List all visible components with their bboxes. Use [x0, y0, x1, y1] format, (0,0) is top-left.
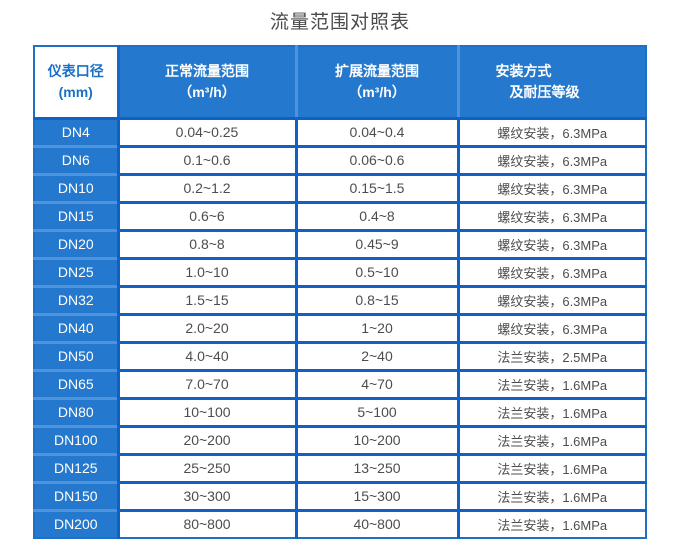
- cell-installation: 螺纹安装，6.3MPa: [456, 228, 646, 258]
- cell-extended-range: 0.04~0.4: [294, 116, 458, 146]
- cell-installation: 螺纹安装，6.3MPa: [456, 200, 646, 230]
- cell-installation: 法兰安装，1.6MPa: [456, 508, 646, 538]
- table-row: DN50 4.0~40 2~40 法兰安装，2.5MPa: [34, 340, 646, 370]
- header-extended-flow-line1: 扩展流量范围: [335, 62, 419, 79]
- cell-normal-range: 0.8~8: [118, 228, 296, 258]
- cell-extended-range: 15~300: [294, 480, 458, 510]
- table-row: DN80 10~100 5~100 法兰安装，1.6MPa: [34, 396, 646, 426]
- cell-installation: 法兰安装，1.6MPa: [456, 452, 646, 482]
- cell-extended-range: 40~800: [294, 508, 458, 538]
- cell-installation: 螺纹安装，6.3MPa: [456, 256, 646, 286]
- table-body: DN4 0.04~0.25 0.04~0.4 螺纹安装，6.3MPa DN6 0…: [34, 116, 646, 538]
- cell-diameter: DN125: [34, 452, 120, 482]
- cell-normal-range: 0.2~1.2: [118, 172, 296, 202]
- cell-extended-range: 1~20: [294, 312, 458, 342]
- cell-diameter: DN50: [34, 340, 120, 370]
- cell-extended-range: 0.45~9: [294, 228, 458, 258]
- cell-normal-range: 7.0~70: [118, 368, 296, 398]
- cell-extended-range: 0.4~8: [294, 200, 458, 230]
- cell-normal-range: 4.0~40: [118, 340, 296, 370]
- cell-installation: 螺纹安装，6.3MPa: [456, 312, 646, 342]
- table-row: DN150 30~300 15~300 法兰安装，1.6MPa: [34, 480, 646, 510]
- cell-installation: 螺纹安装，6.3MPa: [456, 116, 646, 146]
- table-row: DN4 0.04~0.25 0.04~0.4 螺纹安装，6.3MPa: [34, 116, 646, 146]
- cell-extended-range: 0.06~0.6: [294, 144, 458, 174]
- cell-diameter: DN32: [34, 284, 120, 314]
- table-row: DN100 20~200 10~200 法兰安装，1.6MPa: [34, 424, 646, 454]
- cell-installation: 螺纹安装，6.3MPa: [456, 284, 646, 314]
- cell-diameter: DN6: [34, 144, 120, 174]
- cell-normal-range: 2.0~20: [118, 312, 296, 342]
- cell-diameter: DN100: [34, 424, 120, 454]
- cell-diameter: DN25: [34, 256, 120, 286]
- cell-normal-range: 80~800: [118, 508, 296, 538]
- cell-normal-range: 20~200: [118, 424, 296, 454]
- table-row: DN200 80~800 40~800 法兰安装，1.6MPa: [34, 508, 646, 538]
- cell-normal-range: 0.1~0.6: [118, 144, 296, 174]
- cell-installation: 法兰安装，1.6MPa: [456, 396, 646, 426]
- cell-diameter: DN4: [34, 118, 120, 146]
- table-row: DN25 1.0~10 0.5~10 螺纹安装，6.3MPa: [34, 256, 646, 286]
- header-normal-flow-range: 正常流量范围 （m³/h）: [118, 46, 296, 120]
- header-meter-diameter-line1: 仪表口径: [47, 62, 104, 79]
- header-installation-line1: 安装方式: [495, 62, 552, 79]
- cell-extended-range: 2~40: [294, 340, 458, 370]
- cell-extended-range: 13~250: [294, 452, 458, 482]
- cell-extended-range: 4~70: [294, 368, 458, 398]
- header-installation-line2: 及耐压等级: [509, 83, 580, 100]
- cell-diameter: DN20: [34, 228, 120, 258]
- header-installation-pressure: 安装方式 及耐压等级: [456, 46, 646, 120]
- cell-installation: 法兰安装，1.6MPa: [456, 424, 646, 454]
- cell-normal-range: 0.6~6: [118, 200, 296, 230]
- cell-extended-range: 0.15~1.5: [294, 172, 458, 202]
- header-extended-flow-line2: （m³/h）: [348, 83, 406, 100]
- table-row: DN20 0.8~8 0.45~9 螺纹安装，6.3MPa: [34, 228, 646, 258]
- cell-normal-range: 30~300: [118, 480, 296, 510]
- cell-installation: 法兰安装，1.6MPa: [456, 480, 646, 510]
- cell-diameter: DN80: [34, 396, 120, 426]
- cell-normal-range: 25~250: [118, 452, 296, 482]
- cell-installation: 螺纹安装，6.3MPa: [456, 172, 646, 202]
- cell-extended-range: 0.5~10: [294, 256, 458, 286]
- table-row: DN40 2.0~20 1~20 螺纹安装，6.3MPa: [34, 312, 646, 342]
- table-row: DN15 0.6~6 0.4~8 螺纹安装，6.3MPa: [34, 200, 646, 230]
- table-row: DN65 7.0~70 4~70 法兰安装，1.6MPa: [34, 368, 646, 398]
- header-extended-flow-range: 扩展流量范围 （m³/h）: [294, 46, 458, 120]
- cell-normal-range: 1.5~15: [118, 284, 296, 314]
- cell-diameter: DN150: [34, 480, 120, 510]
- cell-normal-range: 1.0~10: [118, 256, 296, 286]
- table-row: DN6 0.1~0.6 0.06~0.6 螺纹安装，6.3MPa: [34, 144, 646, 174]
- cell-diameter: DN15: [34, 200, 120, 230]
- page-title: 流量范围对照表: [269, 12, 410, 33]
- cell-diameter: DN10: [34, 172, 120, 202]
- cell-installation: 法兰安装，2.5MPa: [456, 340, 646, 370]
- cell-normal-range: 0.04~0.25: [118, 116, 296, 146]
- header-row: 仪表口径 (mm) 正常流量范围 （m³/h） 扩展流量范围 （m³/h） 安装…: [34, 46, 646, 120]
- table-row: DN10 0.2~1.2 0.15~1.5 螺纹安装，6.3MPa: [34, 172, 646, 202]
- cell-diameter: DN65: [34, 368, 120, 398]
- cell-extended-range: 10~200: [294, 424, 458, 454]
- table-row: DN32 1.5~15 0.8~15 螺纹安装，6.3MPa: [34, 284, 646, 314]
- cell-installation: 螺纹安装，6.3MPa: [456, 144, 646, 174]
- cell-diameter: DN40: [34, 312, 120, 342]
- header-meter-diameter: 仪表口径 (mm): [34, 46, 120, 120]
- header-normal-flow-line2: （m³/h）: [178, 83, 236, 100]
- table-row: DN125 25~250 13~250 法兰安装，1.6MPa: [34, 452, 646, 482]
- cell-installation: 法兰安装，1.6MPa: [456, 368, 646, 398]
- cell-normal-range: 10~100: [118, 396, 296, 426]
- header-meter-diameter-line2: (mm): [58, 83, 93, 100]
- cell-diameter: DN200: [34, 508, 120, 538]
- flow-range-table: 仪表口径 (mm) 正常流量范围 （m³/h） 扩展流量范围 （m³/h） 安装…: [33, 45, 647, 539]
- header-normal-flow-line1: 正常流量范围: [165, 62, 249, 79]
- cell-extended-range: 5~100: [294, 396, 458, 426]
- cell-extended-range: 0.8~15: [294, 284, 458, 314]
